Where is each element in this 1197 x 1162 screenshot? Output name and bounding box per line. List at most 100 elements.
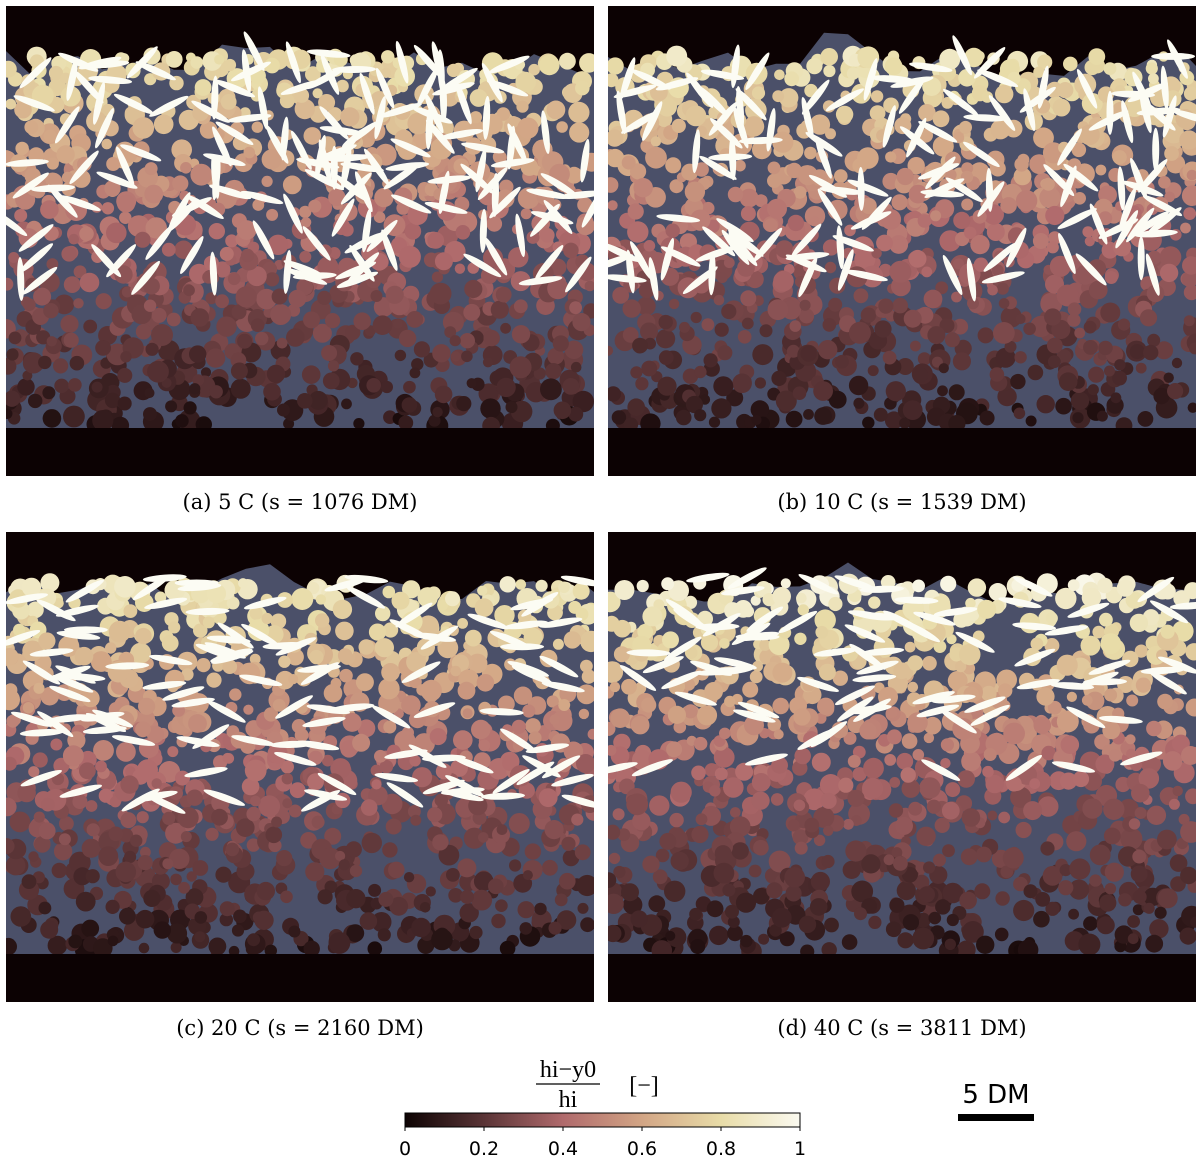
particle <box>937 385 948 397</box>
particle <box>482 357 494 368</box>
panel-content <box>608 532 1196 1002</box>
particle <box>751 791 770 810</box>
particle <box>98 846 119 866</box>
flake <box>274 751 317 766</box>
particle <box>54 378 69 394</box>
particle <box>1099 894 1117 912</box>
flake <box>797 676 839 692</box>
flake <box>735 88 767 121</box>
particle <box>63 276 81 293</box>
caption: (b) 10 C (s = 1539 DM) <box>777 490 1026 514</box>
colorbar-unit: [−] <box>629 1073 659 1099</box>
particle <box>923 289 943 309</box>
particle <box>486 216 503 232</box>
flake <box>805 131 843 157</box>
particle <box>144 73 157 86</box>
particle <box>684 646 698 659</box>
flake <box>970 704 1010 726</box>
flake <box>439 129 484 140</box>
flake <box>745 753 788 766</box>
particle <box>172 175 189 192</box>
particle <box>219 912 233 927</box>
flake <box>844 624 886 643</box>
particle <box>135 323 152 340</box>
particle <box>891 847 903 858</box>
particle <box>524 843 542 860</box>
particle <box>381 50 395 64</box>
particle <box>1023 884 1038 899</box>
particle <box>391 591 410 610</box>
flake <box>285 268 328 285</box>
flake <box>697 85 730 118</box>
particle <box>1003 722 1025 745</box>
particle <box>367 941 383 956</box>
particle <box>315 613 330 628</box>
particle <box>1047 700 1062 715</box>
flake <box>660 237 675 281</box>
particle <box>161 634 179 652</box>
particle <box>434 252 453 271</box>
particle <box>143 889 161 907</box>
particle <box>263 707 279 722</box>
particle <box>378 678 400 700</box>
particle <box>81 919 100 938</box>
flake <box>106 244 137 278</box>
flake <box>389 619 430 640</box>
particle <box>630 366 643 379</box>
flake <box>832 235 874 252</box>
particle <box>194 931 206 943</box>
particle <box>38 355 52 370</box>
flake <box>1137 236 1145 281</box>
particle <box>942 844 955 858</box>
particle <box>300 217 312 228</box>
particle <box>434 385 453 404</box>
particle <box>577 902 589 914</box>
particle <box>308 199 322 213</box>
particle <box>668 298 680 310</box>
particle <box>117 396 132 411</box>
particle <box>685 105 707 127</box>
particle <box>889 777 901 788</box>
particle <box>132 117 155 139</box>
particle <box>146 725 165 744</box>
particle <box>533 367 546 380</box>
particle <box>706 900 724 918</box>
particle <box>621 678 637 695</box>
particle <box>308 390 328 410</box>
particle <box>554 893 568 907</box>
particle <box>48 65 64 81</box>
particle <box>775 390 797 412</box>
flake <box>608 762 638 775</box>
particle <box>613 619 632 638</box>
particle <box>785 885 802 902</box>
particle <box>1185 698 1196 717</box>
particle <box>1097 577 1113 594</box>
flake <box>1098 715 1143 724</box>
particle <box>990 119 1011 140</box>
particle <box>665 930 676 941</box>
particle <box>1088 48 1106 65</box>
flake <box>778 610 818 634</box>
particle <box>199 121 218 139</box>
particle <box>907 681 919 693</box>
particle <box>804 817 820 833</box>
particle <box>643 240 656 252</box>
particle <box>751 773 771 792</box>
flake <box>209 251 218 296</box>
particle <box>124 850 137 863</box>
particle <box>742 681 759 698</box>
particle <box>659 832 677 850</box>
particle <box>832 670 848 686</box>
particle <box>1102 721 1121 740</box>
particle <box>717 345 733 361</box>
particle <box>6 348 19 361</box>
particle <box>998 683 1013 698</box>
particle <box>189 383 201 395</box>
flake <box>504 620 549 630</box>
particle <box>1036 687 1055 706</box>
flake <box>916 704 960 718</box>
particle <box>101 138 113 150</box>
particle <box>569 301 582 315</box>
flake <box>19 57 52 89</box>
particle <box>958 69 976 87</box>
